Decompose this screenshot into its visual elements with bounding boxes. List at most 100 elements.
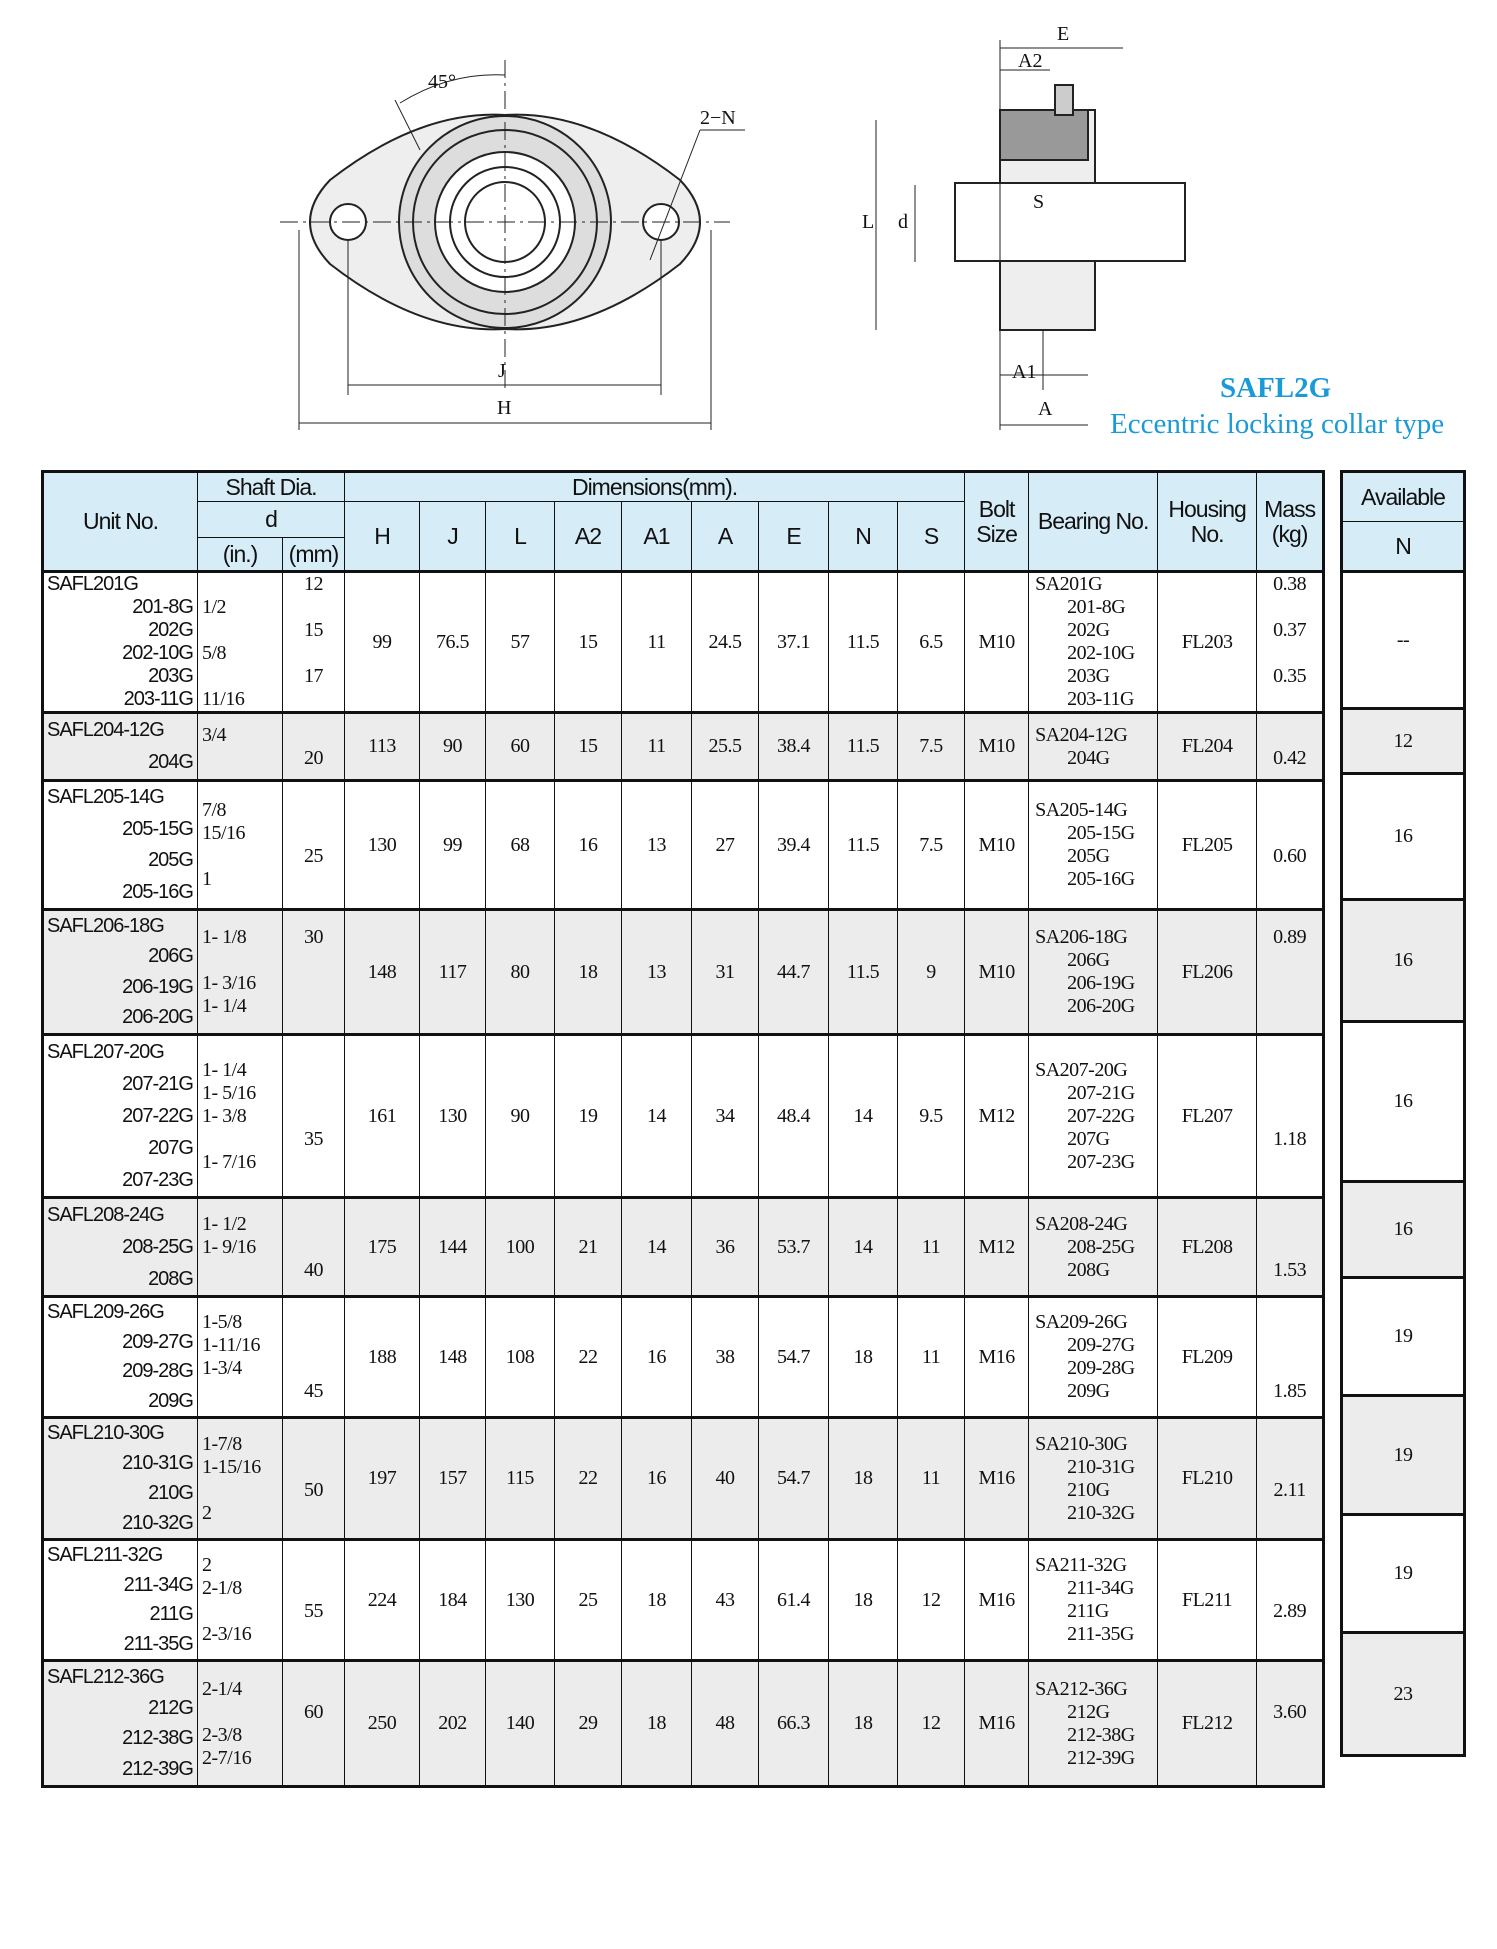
- bolt-size: M16: [964, 1295, 1030, 1418]
- available-row: 19: [1341, 1276, 1465, 1396]
- unit-no: SAFL208-24G: [47, 1203, 165, 1226]
- mass-value: [1257, 1059, 1322, 1082]
- unit-no: 210G: [148, 1481, 194, 1504]
- bearing-no: 208-25G: [1067, 1235, 1135, 1258]
- header-dim: H: [344, 501, 420, 572]
- table-row: SAFL209-26G 209-27G 209-28G 209G 1-5/8 1-11/1…: [42, 1295, 1325, 1418]
- unit-no: SAFL210-30G: [47, 1422, 165, 1445]
- shaft-mm: [283, 688, 344, 711]
- unit-no: SAFL201G: [47, 573, 139, 595]
- dimension-value-h: 224: [344, 1538, 420, 1661]
- available-value: 16: [1341, 772, 1465, 900]
- d-label: d: [898, 211, 908, 233]
- unit-no: 205-15G: [122, 817, 194, 840]
- bearing-no: 210-31G: [1067, 1455, 1135, 1478]
- available-value: 16: [1341, 1020, 1465, 1182]
- unit-no: 202G: [148, 619, 194, 641]
- unit-no: 204G: [148, 751, 194, 774]
- table-row: SAFL208-24G 208-25G 208G 1- 1/2 1- 9/16 40 17…: [42, 1196, 1325, 1297]
- shaft-inch: 7/8: [202, 799, 227, 821]
- mass-value: 0.89: [1273, 926, 1307, 948]
- bearing-no: SA212-36G: [1035, 1677, 1128, 1700]
- dimension-value-s: 9.5: [896, 1033, 966, 1198]
- bearing-no: SA211-32G: [1035, 1554, 1127, 1576]
- mass-value: 3.60: [1273, 1700, 1307, 1723]
- dimension-value-a2: 15: [554, 711, 622, 781]
- mass-value: 0.35: [1273, 665, 1307, 687]
- mass-value: [1257, 642, 1322, 665]
- available-row: --: [1341, 570, 1465, 709]
- bearing-no: 204G: [1067, 746, 1110, 769]
- unit-no: 206-19G: [122, 975, 194, 998]
- shaft-inch: 2-1/4: [202, 1677, 242, 1700]
- housing-no: FL204: [1157, 711, 1258, 781]
- header-dim: A: [691, 501, 759, 572]
- dimension-value-n: 14: [828, 1033, 898, 1198]
- shaft-inch: [198, 1479, 282, 1502]
- unit-no: 209G: [148, 1389, 194, 1412]
- shaft-mm: [283, 1311, 344, 1334]
- housing-no: FL207: [1157, 1033, 1258, 1198]
- header-bearing-no: Bearing No.: [1028, 471, 1159, 572]
- shaft-inch: [198, 845, 282, 868]
- bearing-no: 207G: [1067, 1127, 1110, 1150]
- dimension-value-e: 66.3: [758, 1659, 829, 1787]
- shaft-inch: 1- 3/8: [202, 1104, 247, 1127]
- dimension-value-s: 6.5: [896, 570, 966, 713]
- shaft-mm: 15: [304, 619, 324, 641]
- dimension-value-j: 157: [419, 1416, 486, 1540]
- mass-value: [1257, 1623, 1322, 1646]
- bearing-no: 206-20G: [1067, 995, 1135, 1017]
- bearing-no: 211-34G: [1067, 1577, 1134, 1599]
- shaft-inch: [198, 1600, 282, 1623]
- dimension-value-j: 99: [419, 779, 486, 910]
- bearing-no: SA201G: [1035, 573, 1103, 595]
- header-dim: L: [485, 501, 555, 572]
- unit-no: 209-28G: [122, 1360, 194, 1383]
- dimension-value-n: 18: [828, 1416, 898, 1540]
- bearing-no: SA204-12G: [1035, 723, 1128, 746]
- shaft-mm: [283, 822, 344, 845]
- header-available-n: N: [1341, 521, 1465, 572]
- dimension-value-a: 43: [691, 1538, 759, 1661]
- dimension-value-s: 12: [896, 1538, 966, 1661]
- shaft-mm: [283, 724, 344, 747]
- header-dim: A2: [554, 501, 622, 572]
- shaft-mm: [283, 1678, 344, 1701]
- table-row: SAFL201G 201-8G 202G 202-10G 203G 203-11G 1/2…: [42, 570, 1325, 713]
- mass-value: [1257, 724, 1322, 747]
- bearing-no: 211G: [1067, 1600, 1109, 1622]
- shaft-mm: [283, 1433, 344, 1456]
- dimension-value-l: 100: [485, 1196, 555, 1297]
- unit-no: 208G: [148, 1267, 194, 1290]
- unit-no: 212G: [148, 1696, 194, 1719]
- mass-value: [1257, 1105, 1322, 1128]
- dimension-value-l: 140: [485, 1659, 555, 1787]
- bolt-size: M10: [964, 779, 1030, 910]
- dimension-value-l: 115: [485, 1416, 555, 1540]
- dimension-value-h: 113: [344, 711, 420, 781]
- dimension-value-a: 34: [691, 1033, 759, 1198]
- housing-no: FL208: [1157, 1196, 1258, 1297]
- shaft-inch: 1-7/8: [202, 1432, 242, 1455]
- dimension-value-a: 48: [691, 1659, 759, 1787]
- dimension-value-l: 60: [485, 711, 555, 781]
- mass-value: [1257, 822, 1322, 845]
- unit-no: 210-31G: [122, 1452, 194, 1475]
- dimension-value-j: 184: [419, 1538, 486, 1661]
- bearing-no: 207-22G: [1067, 1104, 1135, 1127]
- dimension-value-l: 80: [485, 908, 555, 1035]
- shaft-mm: 55: [304, 1600, 324, 1622]
- shaft-mm: 30: [304, 926, 324, 948]
- unit-no: SAFL207-20G: [47, 1040, 165, 1063]
- dimension-value-h: 188: [344, 1295, 420, 1418]
- shaft-mm: [283, 1747, 344, 1770]
- header-dim: N: [828, 501, 898, 572]
- mass-value: [1257, 995, 1322, 1018]
- availability-table: Available N -- 12 16 16 16 16 19 19 19 23: [1340, 470, 1466, 1757]
- dimension-value-a1: 11: [621, 570, 692, 713]
- table-row: SAFL205-14G 205-15G 205G 205-16G 7/8 15/16 1 …: [42, 779, 1325, 910]
- unit-no: SAFL205-14G: [47, 786, 165, 809]
- angle-label: 45°: [428, 71, 456, 93]
- unit-no: 208-25G: [122, 1235, 194, 1258]
